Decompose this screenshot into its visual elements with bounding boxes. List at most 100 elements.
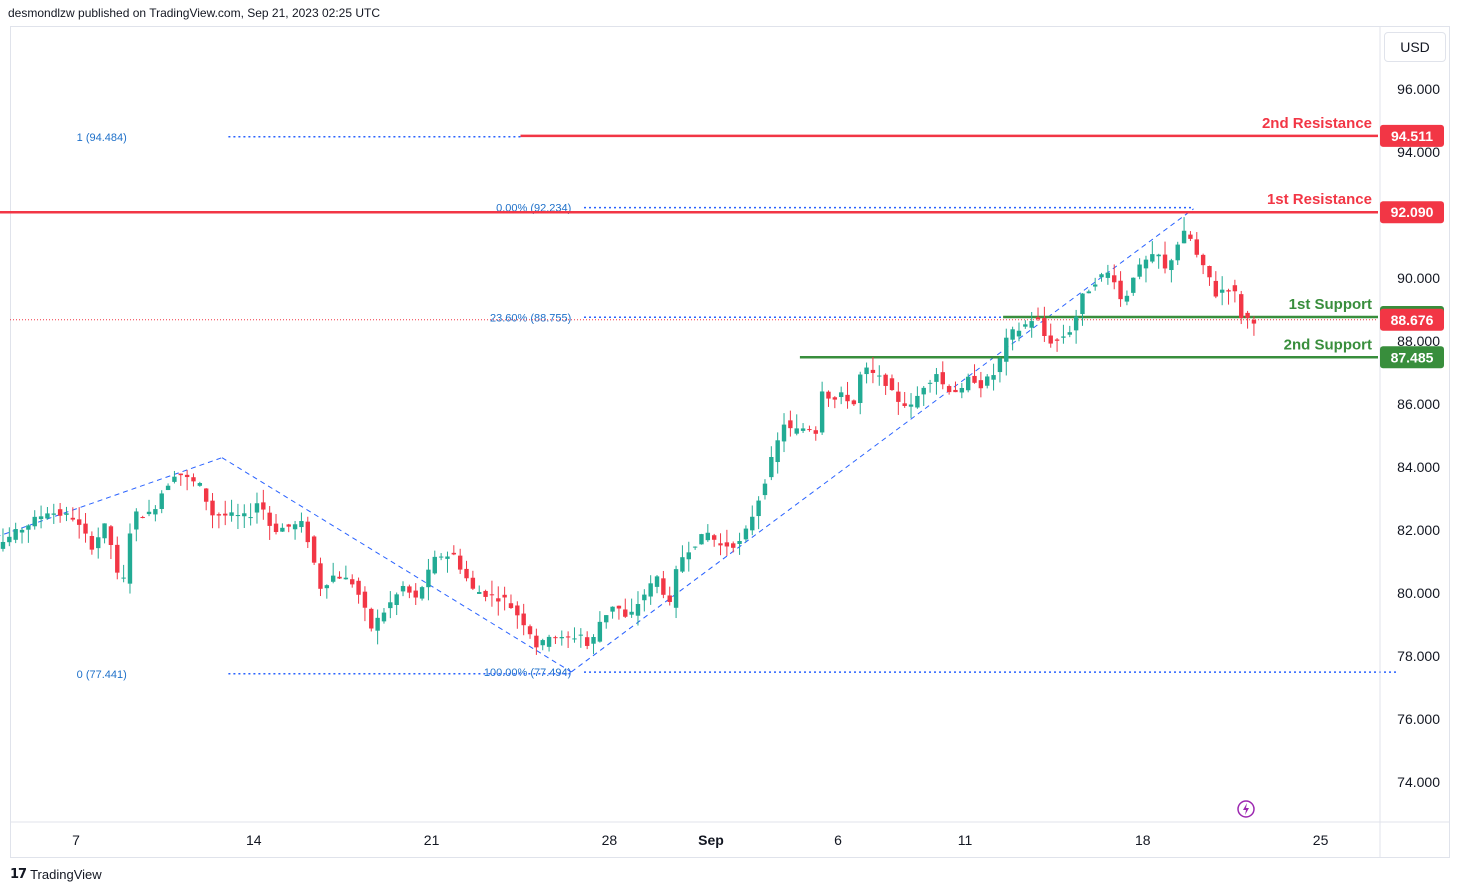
candle-body bbox=[1124, 295, 1130, 302]
candle-body bbox=[997, 358, 1003, 373]
candle-body bbox=[711, 535, 717, 540]
candle-body bbox=[254, 503, 260, 513]
fib-level-label: 0 (77.441) bbox=[77, 669, 127, 681]
candle-body bbox=[819, 391, 825, 433]
candle-body bbox=[165, 485, 171, 491]
candle-body bbox=[267, 512, 272, 526]
candle-body bbox=[1099, 274, 1104, 278]
candle-body bbox=[1245, 312, 1250, 318]
candle-body bbox=[299, 521, 304, 528]
candle-body bbox=[134, 511, 139, 530]
candle-body bbox=[591, 636, 596, 644]
candle-body bbox=[934, 374, 939, 382]
candle-body bbox=[153, 509, 158, 515]
candle-body bbox=[864, 367, 869, 375]
candle-body bbox=[483, 590, 488, 597]
candle-body bbox=[661, 578, 666, 595]
candle-body bbox=[1073, 316, 1079, 331]
candle-body bbox=[540, 640, 545, 646]
candle-body bbox=[1080, 293, 1085, 315]
candle-body bbox=[845, 394, 850, 402]
candle-body bbox=[0, 541, 6, 549]
candle-body bbox=[794, 428, 799, 434]
candle-body bbox=[1188, 234, 1193, 239]
candle-body bbox=[959, 387, 965, 393]
candle-body bbox=[76, 519, 82, 525]
candle-body bbox=[1150, 254, 1155, 262]
candle-body bbox=[692, 546, 698, 548]
candle-body bbox=[597, 621, 603, 642]
y-tick-label: 86.000 bbox=[1397, 396, 1440, 412]
candle-body bbox=[972, 375, 977, 383]
candle-body bbox=[286, 524, 291, 527]
candle-body bbox=[889, 378, 895, 391]
candle-body bbox=[1092, 284, 1098, 287]
candle-body bbox=[96, 537, 101, 549]
publisher-caption: desmondlzw published on TradingView.com,… bbox=[8, 6, 381, 20]
candle-body bbox=[438, 556, 444, 558]
candle-body bbox=[305, 521, 310, 543]
candle-body bbox=[1035, 317, 1041, 320]
candle-body bbox=[832, 397, 838, 400]
candle-body bbox=[724, 542, 730, 547]
pivot-line bbox=[571, 208, 1194, 673]
candle-body bbox=[731, 543, 736, 548]
x-tick-label: Sep bbox=[698, 832, 724, 848]
candle-body bbox=[375, 617, 380, 631]
candle-body bbox=[635, 604, 641, 616]
candle-body bbox=[400, 585, 406, 592]
candle-body bbox=[419, 587, 425, 599]
fib-level-label: 23.60% (88.755) bbox=[490, 312, 571, 324]
candle-body bbox=[1086, 291, 1092, 294]
y-tick-label: 84.000 bbox=[1397, 459, 1440, 475]
candle-body bbox=[235, 514, 241, 517]
candle-body bbox=[146, 511, 152, 515]
candle-body bbox=[546, 636, 552, 647]
candle-body bbox=[788, 420, 793, 429]
candle-body bbox=[108, 526, 114, 545]
candle-body bbox=[216, 514, 222, 516]
candle-body bbox=[1251, 319, 1257, 324]
current-price-tag bbox=[1380, 308, 1444, 331]
candle-body bbox=[896, 391, 901, 402]
candle-body bbox=[737, 541, 742, 544]
candle-body bbox=[1067, 332, 1072, 335]
candle-body bbox=[229, 512, 234, 516]
y-tick-label: 96.000 bbox=[1397, 81, 1440, 97]
candle-body bbox=[1169, 260, 1174, 271]
candle-body bbox=[1118, 280, 1123, 300]
candle-body bbox=[242, 513, 247, 517]
candle-body bbox=[38, 516, 44, 520]
support-price-tag bbox=[1380, 346, 1444, 369]
candle-body bbox=[311, 536, 317, 563]
candle-body bbox=[432, 556, 437, 574]
candle-body bbox=[502, 594, 507, 598]
candle-body bbox=[489, 594, 495, 596]
candle-body bbox=[13, 529, 18, 540]
candle-body bbox=[470, 577, 476, 589]
candle-body bbox=[699, 534, 704, 545]
candle-body bbox=[413, 590, 418, 598]
currency-button[interactable]: USD bbox=[1384, 32, 1446, 62]
candle-body bbox=[515, 605, 520, 616]
resistance-label: 2nd Resistance bbox=[1262, 115, 1372, 132]
candle-body bbox=[1219, 289, 1225, 293]
candle-body bbox=[1239, 294, 1244, 318]
candle-body bbox=[407, 586, 412, 593]
axis-layer: 74.000 76.000 78.000 80.000 82.000 84.000 86.0… bbox=[10, 26, 1450, 858]
candle-body bbox=[70, 517, 76, 520]
candle-body bbox=[445, 556, 450, 559]
candle-body bbox=[191, 477, 196, 482]
candle-body bbox=[83, 523, 88, 534]
candle-body bbox=[102, 523, 107, 539]
lightning-icon[interactable] bbox=[1236, 798, 1256, 820]
y-tick-label: 76.000 bbox=[1397, 711, 1440, 727]
candle-body bbox=[369, 608, 374, 629]
candle-body bbox=[57, 509, 63, 516]
candle-body bbox=[584, 637, 590, 646]
candle-body bbox=[1131, 277, 1136, 293]
candle-body bbox=[858, 374, 863, 404]
candle-body bbox=[356, 580, 361, 595]
x-tick-label: 28 bbox=[602, 832, 618, 848]
